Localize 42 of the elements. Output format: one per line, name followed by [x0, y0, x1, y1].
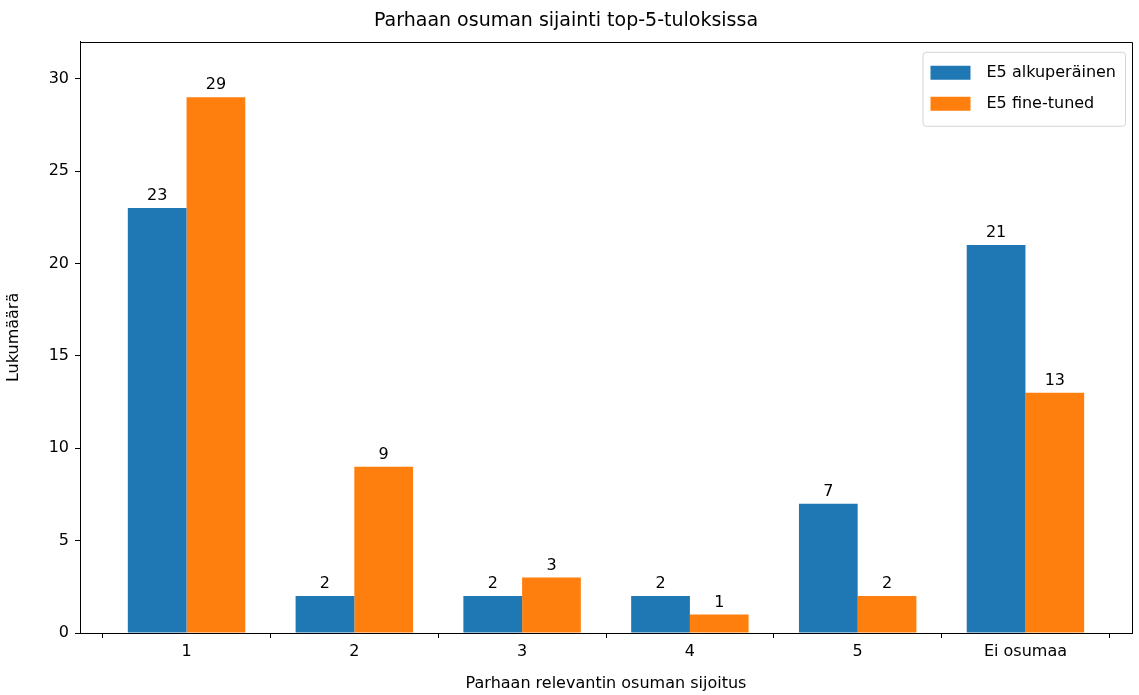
x-tick-label: 1	[181, 640, 192, 660]
y-axis-title: Lukumäärä	[2, 292, 22, 383]
bar	[463, 596, 523, 633]
data-label: 13	[1044, 369, 1065, 389]
y-tick-label: 15	[48, 345, 69, 365]
y-tick-label: 5	[58, 529, 69, 549]
x-tick-label: 2	[349, 640, 360, 660]
data-label: 2	[319, 573, 331, 593]
data-label: 2	[487, 573, 498, 593]
y-tick-label: 25	[48, 160, 69, 180]
bar	[295, 596, 355, 633]
x-tick-label: 3	[517, 640, 528, 660]
bar	[186, 97, 246, 633]
x-axis-title: Parhaan relevantin osuman sijoitus	[465, 672, 747, 692]
data-label: 2	[655, 573, 666, 593]
bar	[631, 596, 690, 633]
data-label: 1	[714, 591, 725, 611]
x-tick-label: 4	[684, 640, 695, 660]
bar	[354, 466, 414, 633]
x-tick-label: 5	[852, 640, 863, 660]
chart-title: Parhaan osuman sijainti top-5-tuloksissa	[373, 8, 759, 31]
bar	[966, 245, 1026, 633]
data-label: 21	[985, 222, 1007, 242]
bar	[798, 503, 858, 633]
bar	[689, 614, 749, 633]
y-tick-label: 30	[48, 67, 69, 87]
data-label: 3	[546, 554, 557, 574]
bar	[522, 577, 581, 633]
y-tick-label: 20	[48, 252, 69, 272]
legend-label: E5 fine-tuned	[986, 92, 1095, 112]
legend-label: E5 alkuperäinen	[986, 61, 1117, 81]
y-tick-label: 0	[58, 622, 69, 642]
data-label: 9	[378, 443, 389, 463]
data-label: 7	[823, 480, 834, 500]
data-label: 23	[147, 185, 168, 205]
x-tick-label: Ei osumaa	[983, 640, 1068, 660]
bar	[857, 596, 917, 633]
bar	[127, 208, 187, 633]
y-tick-label: 10	[48, 437, 69, 457]
bar	[1025, 392, 1085, 633]
data-label: 29	[205, 74, 227, 94]
data-label: 2	[881, 573, 893, 593]
